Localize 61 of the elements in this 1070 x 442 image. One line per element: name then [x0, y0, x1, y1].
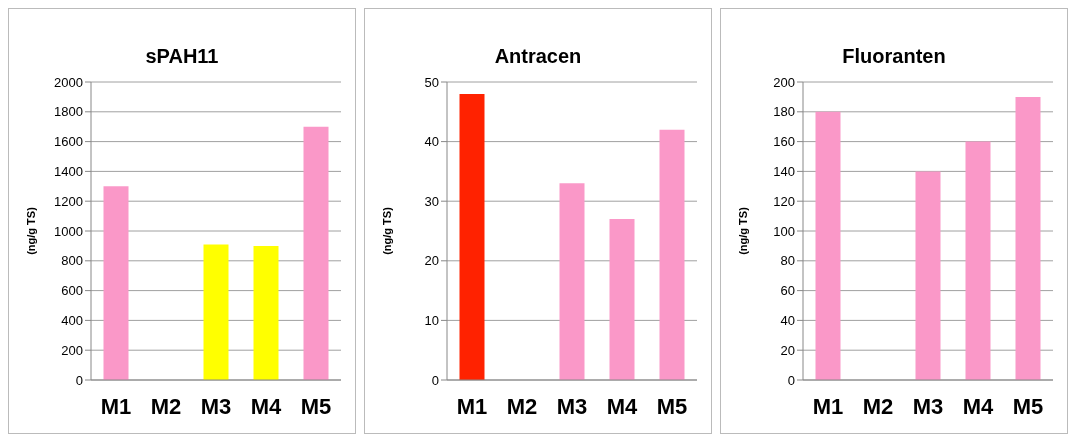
- x-tick-label: M4: [250, 393, 283, 419]
- y-tick-label: 1000: [54, 223, 83, 239]
- x-tick-label: M3: [556, 393, 588, 419]
- x-tick-label: M2: [862, 393, 894, 419]
- y-tick-label: 1600: [54, 134, 83, 150]
- y-tick-label: 1200: [54, 193, 83, 209]
- x-tick-label: M1: [100, 393, 132, 419]
- bar: [203, 244, 229, 380]
- x-tick-label: M2: [150, 393, 182, 419]
- bar: [253, 245, 279, 380]
- y-tick-label: 140: [773, 164, 795, 180]
- bar: [459, 93, 485, 380]
- x-tick-label: M4: [606, 393, 639, 419]
- y-tick-label: 60: [780, 283, 795, 299]
- x-tick-label: M5: [1012, 393, 1044, 419]
- x-tick-label: M3: [912, 393, 944, 419]
- y-axis-title: (ng/g TS): [736, 206, 749, 255]
- y-tick-label: 400: [61, 313, 83, 329]
- chart-title: Fluoranten: [841, 45, 947, 68]
- y-tick-label: 800: [61, 253, 83, 269]
- y-tick-label: 50: [424, 74, 439, 90]
- y-tick-label: 100: [773, 223, 795, 239]
- bar: [815, 111, 841, 380]
- x-tick-label: M3: [200, 393, 232, 419]
- y-axis-title: (ng/g TS): [380, 206, 393, 255]
- y-tick-label: 1800: [54, 104, 83, 120]
- y-tick-label: 0: [431, 372, 439, 388]
- y-tick-label: 20: [780, 342, 795, 358]
- y-tick-label: 180: [773, 104, 795, 120]
- y-tick-label: 200: [773, 74, 795, 90]
- bar: [659, 129, 685, 380]
- chart-title: Antracen: [493, 45, 583, 68]
- y-tick-label: 120: [773, 193, 795, 209]
- y-axis-title: (ng/g TS): [24, 206, 37, 255]
- bar: [915, 171, 941, 380]
- x-tick-label: M5: [656, 393, 688, 419]
- x-tick-label: M1: [456, 393, 488, 419]
- bar: [559, 183, 585, 380]
- y-tick-label: 10: [424, 313, 439, 329]
- y-tick-label: 80: [780, 253, 795, 269]
- y-tick-label: 160: [773, 134, 795, 150]
- y-tick-label: 30: [424, 193, 439, 209]
- x-tick-label: M2: [506, 393, 538, 419]
- bar: [609, 219, 635, 380]
- y-tick-label: 40: [780, 313, 795, 329]
- chart-title: sPAH11: [144, 45, 220, 68]
- y-tick-label: 2000: [54, 74, 83, 90]
- y-tick-label: 0: [75, 372, 83, 388]
- bar: [965, 141, 991, 380]
- bar: [303, 126, 329, 380]
- y-tick-label: 40: [424, 134, 439, 150]
- x-tick-label: M5: [300, 393, 332, 419]
- bar: [1015, 96, 1041, 380]
- y-tick-label: 200: [61, 342, 83, 358]
- bar: [103, 186, 129, 380]
- x-tick-label: M4: [962, 393, 995, 419]
- y-tick-label: 600: [61, 283, 83, 299]
- y-tick-label: 0: [787, 372, 795, 388]
- y-tick-label: 1400: [54, 164, 83, 180]
- x-tick-label: M1: [812, 393, 844, 419]
- y-tick-label: 20: [424, 253, 439, 269]
